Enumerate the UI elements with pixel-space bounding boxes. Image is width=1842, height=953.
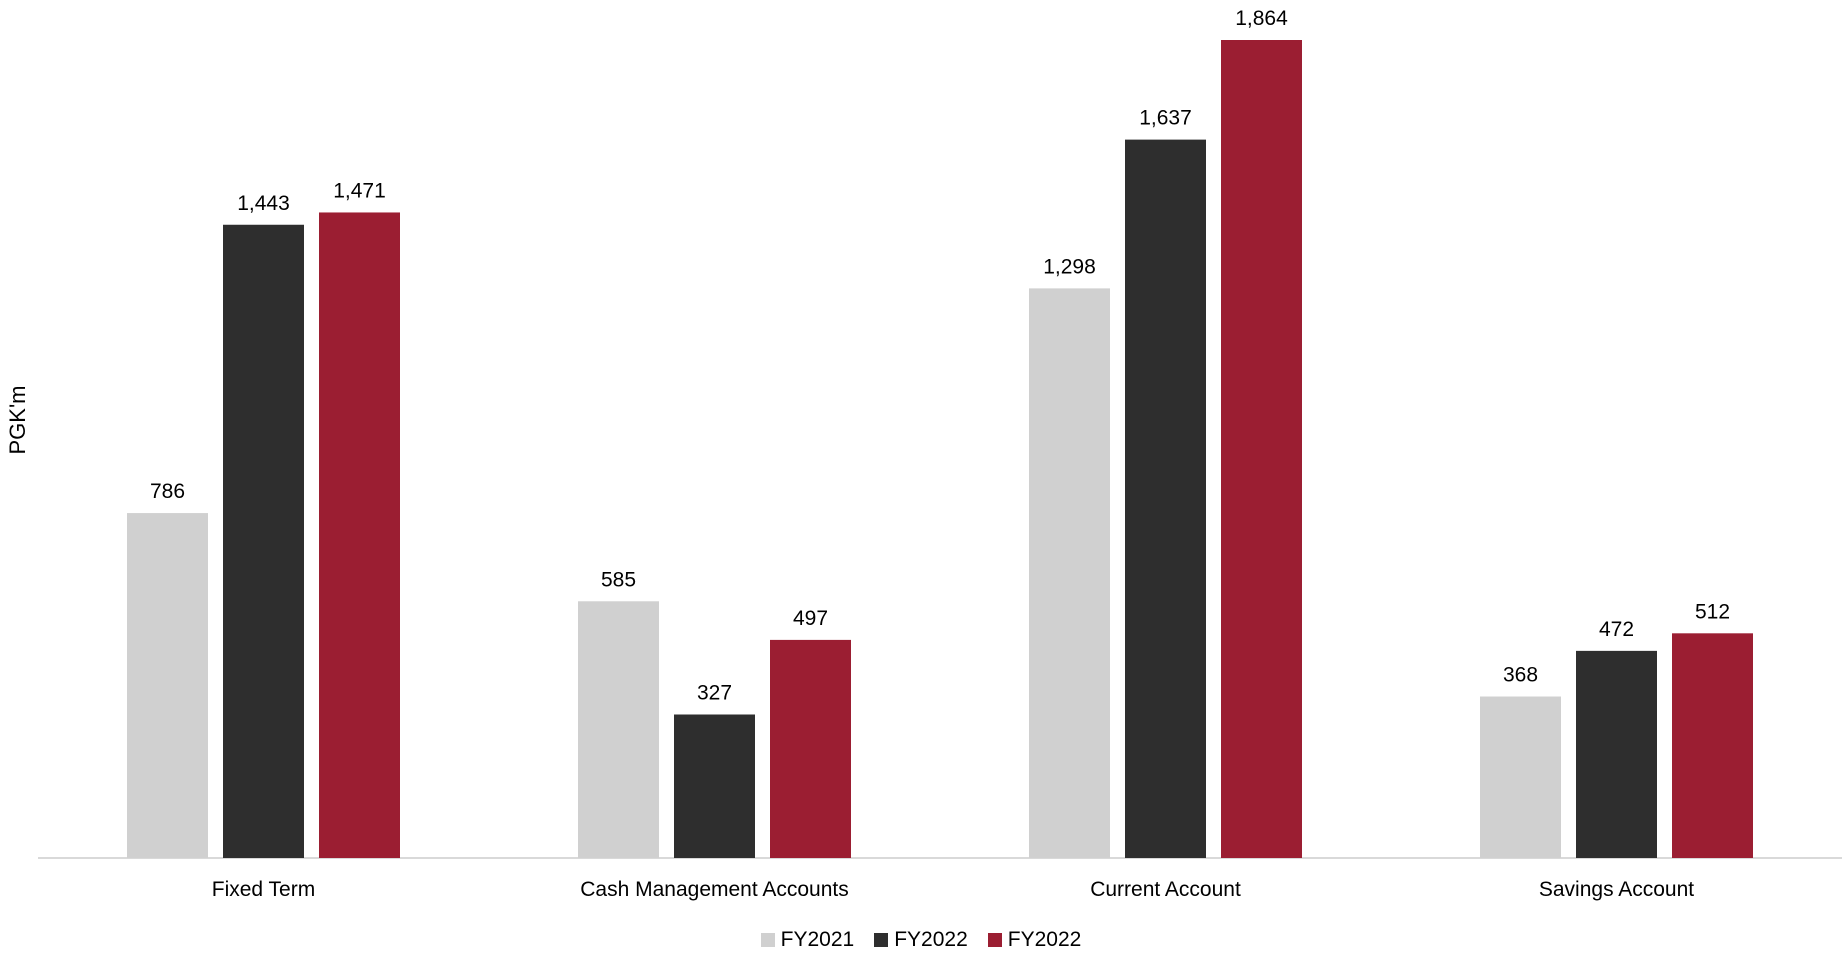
bar bbox=[578, 601, 659, 858]
bar bbox=[770, 639, 851, 858]
bar bbox=[223, 224, 304, 859]
data-label: 327 bbox=[697, 681, 732, 704]
bar bbox=[1576, 650, 1657, 858]
data-label: 1,864 bbox=[1235, 7, 1288, 30]
bar bbox=[1221, 40, 1302, 858]
data-label: 1,471 bbox=[333, 179, 386, 202]
legend: FY2021 FY2022 FY2022 bbox=[0, 928, 1842, 952]
legend-item-fy2022: FY2022 bbox=[874, 928, 968, 952]
data-label: 1,637 bbox=[1139, 107, 1192, 130]
bar bbox=[1125, 139, 1206, 859]
x-tick-label: Cash Management Accounts bbox=[580, 878, 849, 901]
bar bbox=[1672, 633, 1753, 858]
legend-swatch bbox=[874, 933, 889, 947]
data-label: 786 bbox=[150, 480, 185, 503]
bar bbox=[127, 513, 208, 858]
bar bbox=[1480, 696, 1561, 858]
legend-label: FY2022 bbox=[894, 928, 968, 951]
legend-label: FY2022 bbox=[1007, 928, 1082, 951]
legend-label: FY2021 bbox=[780, 928, 855, 951]
data-label: 472 bbox=[1599, 618, 1634, 641]
legend-swatch bbox=[987, 933, 1002, 947]
data-label: 1,298 bbox=[1043, 255, 1096, 278]
data-label: 497 bbox=[793, 607, 828, 630]
legend-swatch bbox=[760, 933, 775, 947]
data-label: 585 bbox=[601, 568, 636, 591]
data-label: 368 bbox=[1503, 664, 1538, 687]
data-label: 512 bbox=[1695, 600, 1730, 623]
x-tick-label: Current Account bbox=[1090, 878, 1241, 901]
y-axis-label: PGK'm bbox=[5, 385, 30, 455]
x-tick-label: Fixed Term bbox=[212, 878, 315, 901]
x-tick-label: Savings Account bbox=[1539, 878, 1694, 901]
bar bbox=[319, 212, 400, 858]
bar bbox=[674, 714, 755, 858]
data-label: 1,443 bbox=[237, 192, 290, 215]
bar bbox=[1029, 288, 1110, 858]
legend-item-fy2021: FY2021 bbox=[760, 928, 855, 952]
legend-item-fy2022-red: FY2022 bbox=[987, 928, 1082, 952]
